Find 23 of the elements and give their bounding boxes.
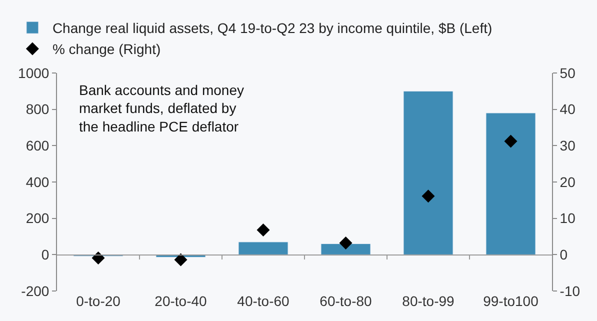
legend-label: Change real liquid assets, Q4 19-to-Q2 23 by income quintile, $B (Left) xyxy=(52,20,492,36)
annotation: Bank accounts and money market funds, deflated by the headline PCE deflator xyxy=(79,82,244,134)
y-tick-label: 1000 xyxy=(18,64,50,81)
y2-tick-label: 10 xyxy=(560,210,576,226)
x-tick-label: 0-to-20 xyxy=(76,293,121,309)
x-tick-label: 60-to-80 xyxy=(320,293,372,309)
y-tick-label: 800 xyxy=(26,101,50,118)
y-tick-label: 200 xyxy=(26,210,50,226)
y2-tick-label: -10 xyxy=(560,282,580,299)
y2-tick-label: 30 xyxy=(560,138,576,154)
y2-tick-label: 40 xyxy=(560,101,576,118)
y2-tick-label: 0 xyxy=(560,246,568,263)
y-tick-label: 0 xyxy=(41,246,50,263)
y-tick-label: 600 xyxy=(26,138,50,154)
x-tick-label: 40-to-60 xyxy=(237,293,290,309)
x-tick-label: 99-to100 xyxy=(483,293,539,309)
x-tick-label: 20-to-40 xyxy=(154,293,208,309)
y-tick-label: 400 xyxy=(26,174,50,190)
y-tick-label: -200 xyxy=(21,282,50,299)
x-tick-label: 80-to-99 xyxy=(402,293,455,309)
y2-tick-label: 50 xyxy=(560,64,576,81)
y2-tick-label: 20 xyxy=(560,174,576,190)
legend-label: % change (Right) xyxy=(52,41,161,58)
